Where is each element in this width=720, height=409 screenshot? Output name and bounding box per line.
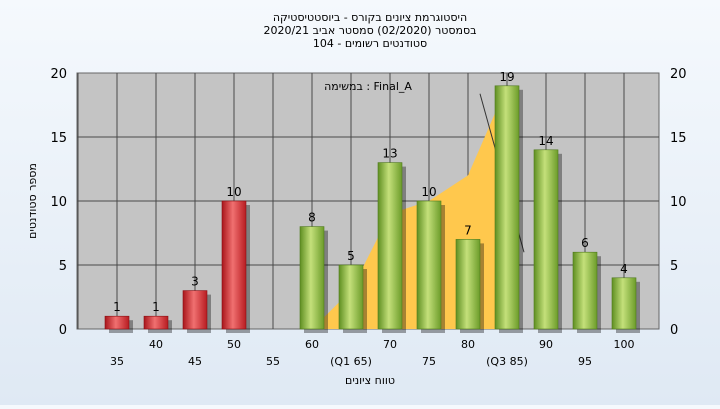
x-tick-label: 35: [110, 355, 124, 368]
bar-value-label: 6: [581, 236, 589, 250]
bar-55: [221, 200, 247, 330]
bar-45: [143, 315, 169, 330]
bars: [104, 85, 640, 333]
bar-value-label: 10: [226, 185, 241, 199]
annotation-text: במשימה : Final_A: [324, 80, 412, 93]
bar-value-label: 10: [421, 185, 436, 199]
bar-value-label: 1: [152, 300, 160, 314]
x-tick-label: 55: [266, 355, 280, 368]
x-tick-label: 45: [188, 355, 202, 368]
y-tick-label-right: 5: [670, 259, 678, 274]
x-tick-label: 75: [422, 355, 436, 368]
bar-value-label: 1: [113, 300, 121, 314]
x-tick-label: 50: [227, 338, 241, 351]
bar-value-label: 3: [191, 275, 199, 289]
y-tick-label-right: 20: [670, 67, 687, 82]
bar-85: [455, 239, 481, 330]
y-tick-label: 0: [59, 323, 67, 338]
x-tick-label: 95: [578, 355, 592, 368]
bar-90: [494, 85, 520, 330]
x-tick-label: 40: [149, 338, 163, 351]
grid-lines: [77, 73, 659, 329]
y-tick-label-right: 10: [670, 195, 687, 210]
bar-100: [572, 251, 598, 330]
bar-75: [377, 162, 403, 330]
y-axis-left: 0 5 10 15 20: [50, 67, 67, 338]
bar-value-label: 14: [538, 134, 553, 148]
x-tick-label: (Q1 65): [330, 355, 372, 368]
x-tick-label: (Q3 85): [486, 355, 528, 368]
x-tick-label: 90: [539, 338, 553, 351]
bar-value-label: 8: [308, 211, 316, 225]
title-line-3: סטודנטים רשומים - 104: [313, 37, 427, 50]
y-axis-right: 0 5 10 15 20: [670, 67, 687, 338]
bar-value-label: 19: [499, 70, 514, 84]
chart-title: היסטוגרמת ציונים בקורס - ביוסטטיסטיקה בס…: [263, 11, 476, 50]
y-tick-label: 20: [50, 67, 67, 82]
x-axis-tick-labels: 35 40 45 50 55 60 (Q1 65) 70 75 80 (Q3 85) 90 95 100: [110, 338, 635, 368]
bar-value-label: 7: [464, 223, 472, 237]
y-tick-label: 15: [50, 131, 67, 146]
bar-40: [104, 315, 130, 330]
bar-100+: [611, 277, 637, 330]
bar-value-label: 13: [382, 147, 397, 161]
bar-80: [416, 200, 442, 330]
title-line-2: בסמסטר (02/2020) סמסטר אביב 2020/21: [263, 24, 476, 37]
x-tick-label: 100: [614, 338, 635, 351]
bar-95: [533, 149, 559, 330]
bar-value-label: 5: [347, 249, 355, 263]
x-tick-label: 70: [383, 338, 397, 351]
bar-70: [338, 264, 364, 330]
y-axis-label: מספר סטודנטים: [26, 163, 39, 239]
x-tick-label: 60: [305, 338, 319, 351]
y-tick-label: 5: [59, 259, 67, 274]
y-tick-label-right: 0: [670, 323, 678, 338]
bar-50: [182, 290, 208, 330]
y-tick-label-right: 15: [670, 131, 687, 146]
bar-65: [299, 226, 325, 330]
y-tick-label: 10: [50, 195, 67, 210]
x-tick-label: 80: [461, 338, 475, 351]
bar-value-label: 4: [620, 262, 628, 276]
x-axis-label: טווח ציונים: [345, 374, 395, 387]
title-line-1: היסטוגרמת ציונים בקורס - ביוסטטיסטיקה: [273, 11, 467, 24]
